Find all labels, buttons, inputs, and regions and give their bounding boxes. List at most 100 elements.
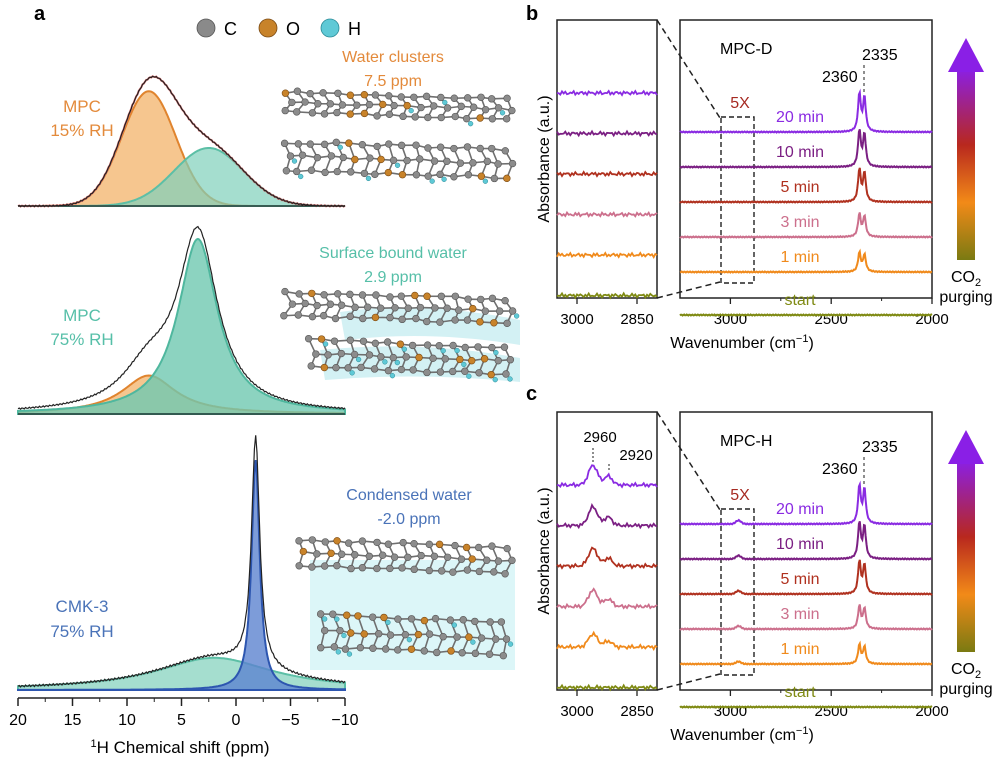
carbon-atom <box>412 171 421 179</box>
carbon-atom <box>366 154 374 162</box>
carbon-atom <box>475 567 484 576</box>
carbon-atom <box>359 314 367 323</box>
structure-value: -2.0 ppm <box>377 511 440 528</box>
carbon-atom <box>450 144 458 153</box>
carbon-atom <box>416 155 424 163</box>
carbon-atom <box>404 553 412 561</box>
carbon-atom <box>390 101 398 110</box>
carbon-atom <box>409 366 417 374</box>
structure-condensed-water: Condensed water -2.0 ppm <box>295 487 516 670</box>
carbon-atom <box>422 92 431 101</box>
carbon-atom <box>429 354 437 363</box>
spectrum-label-line1: MPC <box>63 306 101 325</box>
carbon-atom <box>373 564 381 573</box>
carbon-atom <box>412 314 420 323</box>
zoom-series-line <box>556 129 658 138</box>
nmr-spectrum-cmk3-75rh: CMK-3 75% RH <box>17 435 346 691</box>
zoom-region <box>720 116 755 284</box>
carbon-atom <box>410 565 418 574</box>
zoom-frame <box>556 19 658 299</box>
zoom-series-line <box>556 683 658 692</box>
carbon-atom <box>332 363 340 372</box>
spectrum-label-line2: 75% RH <box>50 330 113 349</box>
carbon-atom <box>477 295 485 304</box>
series-label: 10 min <box>776 536 824 553</box>
carbon-atom <box>339 153 347 162</box>
oxygen-atom <box>346 91 355 99</box>
hydrogen-atom <box>470 639 476 645</box>
carbon-atom <box>488 542 496 550</box>
hydrogen-atom <box>401 346 408 352</box>
carbon-atom <box>424 113 432 122</box>
carbon-atom <box>331 314 340 323</box>
oxygen-atom <box>403 101 411 110</box>
carbon-atom <box>501 147 509 155</box>
carbon-atom <box>501 296 509 305</box>
carbon-atom <box>397 141 406 150</box>
carbon-atom <box>288 98 296 107</box>
carbon-atom <box>316 644 325 652</box>
carbon-atom <box>320 291 328 299</box>
carbon-atom <box>360 169 369 178</box>
y-axis-label: Absorbance (a.u.) <box>536 487 553 614</box>
carbon-atom <box>451 292 460 300</box>
carbon-atom <box>430 552 439 560</box>
structure-value: 2.9 ppm <box>364 269 422 286</box>
hydrogen-atom <box>507 376 513 382</box>
series-label: 3 min <box>780 606 819 623</box>
carbon-atom <box>417 103 425 112</box>
oxygen-atom <box>299 547 308 556</box>
series-label: 10 min <box>776 144 824 161</box>
carbon-atom <box>333 108 341 117</box>
carbon-atom <box>346 312 354 321</box>
carbon-atom <box>333 561 341 570</box>
hydrogen-atom <box>355 356 362 363</box>
carbon-atom <box>371 91 380 99</box>
carbon-atom <box>449 367 457 376</box>
oxygen-atom <box>347 629 355 637</box>
oxygen-atom <box>476 114 484 122</box>
hydrogen-atom <box>334 616 340 622</box>
carbon-atom <box>383 338 392 346</box>
carbon-atom <box>327 152 336 160</box>
carbon-atom <box>420 647 428 655</box>
carbon-atom <box>450 173 458 181</box>
carbon-atom <box>481 307 490 315</box>
x-axis-a: 20 15 10 5 0 −5 −10 1H Chemical shift (ppm) <box>9 697 359 757</box>
oxygen-atom <box>396 340 405 348</box>
carbon-atom <box>464 171 473 179</box>
carbon-atom <box>377 353 385 361</box>
zoom-peak-label-2920: 2920 <box>619 447 652 464</box>
carbon-atom <box>386 564 394 573</box>
carbon-atom <box>410 539 418 548</box>
zoom-series-line <box>556 464 658 489</box>
structure-surface-bound-water: Surface bound water 2.9 ppm <box>280 245 520 383</box>
spectrum-label-line1: MPC <box>63 97 101 116</box>
hydrogen-atom <box>440 348 446 354</box>
carbon-atom <box>373 538 381 547</box>
hydrogen-atom <box>451 622 458 628</box>
carbon-atom <box>365 100 374 109</box>
zoom-frame <box>556 411 658 691</box>
oxygen-atom <box>345 139 353 147</box>
carbon-atom <box>488 144 496 153</box>
carbon-atom <box>378 551 387 559</box>
zoom-series-line <box>556 251 658 259</box>
series-line <box>679 313 933 317</box>
carbon-atom <box>363 303 372 311</box>
carbon-atom <box>436 143 445 151</box>
carbon-atom <box>435 342 443 350</box>
x-tick-label: 15 <box>64 712 82 729</box>
carbon-atom <box>359 337 368 345</box>
legend-marker-c <box>196 18 216 38</box>
oxygen-atom <box>423 292 431 300</box>
carbon-atom <box>384 540 393 548</box>
carbon-atom <box>298 151 307 159</box>
series-line <box>679 521 933 561</box>
carbon-atom <box>508 159 517 168</box>
carbon-atom <box>399 112 407 121</box>
carbon-atom <box>398 564 406 572</box>
zoom-x-tick-label: 3000 <box>560 311 593 328</box>
carbon-atom <box>439 633 447 641</box>
carbon-atom <box>425 566 434 575</box>
